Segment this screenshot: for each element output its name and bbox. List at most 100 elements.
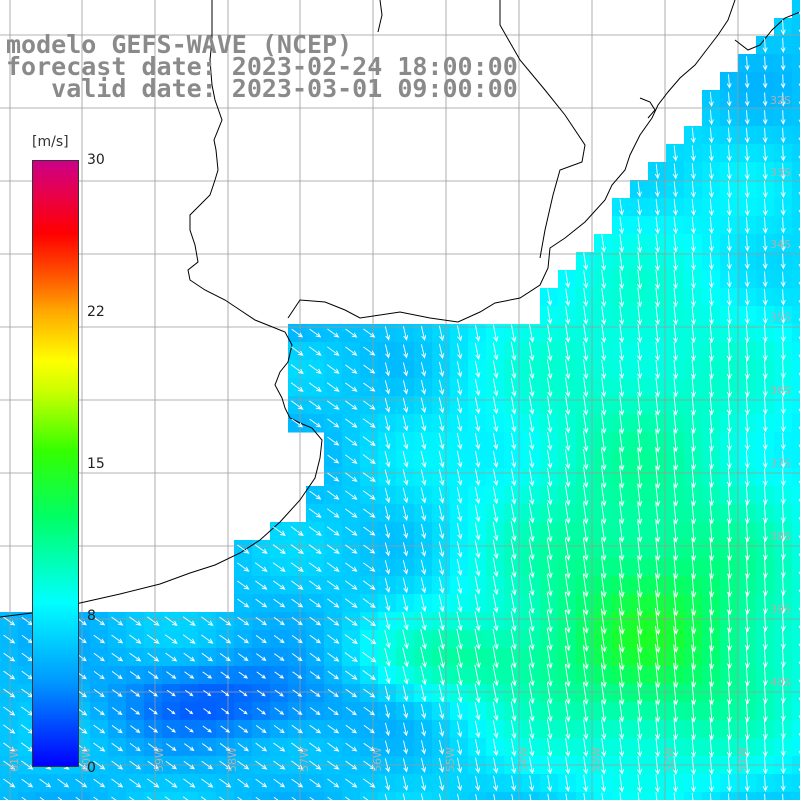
wind-arrow — [309, 616, 322, 626]
wind-arrow — [744, 271, 750, 288]
wind-arrow — [655, 681, 661, 706]
wind-arrow — [764, 793, 766, 800]
wind-arrow — [166, 725, 176, 733]
wind-arrow — [511, 450, 517, 469]
wind-arrow — [309, 796, 315, 800]
wind-arrow — [672, 199, 678, 216]
wind-cell — [792, 720, 800, 739]
wind-arrow — [402, 577, 409, 594]
wind-cell — [342, 792, 361, 800]
wind-arrow — [546, 503, 553, 524]
wind-arrow — [146, 616, 160, 626]
wind-arrow — [255, 616, 268, 626]
wind-arrow — [363, 724, 375, 734]
wind-arrow — [402, 505, 409, 522]
wind-arrow — [438, 415, 445, 432]
wind-arrow — [439, 740, 445, 755]
wind-arrow — [3, 706, 16, 716]
wind-arrow — [780, 74, 786, 89]
wind-arrow — [184, 671, 195, 679]
wind-arrow — [655, 662, 661, 689]
wind-cell — [774, 792, 793, 800]
wind-arrow — [474, 594, 481, 613]
wind-arrow — [456, 379, 463, 396]
wind-arrow — [637, 251, 643, 272]
wind-arrow — [780, 145, 786, 162]
wind-arrow — [309, 328, 322, 338]
wind-arrow — [780, 110, 786, 125]
latitude-label: 37S — [770, 457, 791, 470]
wind-arrow — [255, 598, 268, 608]
wind-arrow — [636, 181, 642, 198]
wind-arrow — [290, 382, 304, 392]
wind-arrow — [456, 505, 463, 522]
wind-arrow — [564, 682, 571, 705]
wind-arrow — [708, 359, 715, 380]
wind-arrow — [165, 760, 178, 770]
wind-arrow — [655, 269, 661, 290]
wind-cell — [792, 612, 800, 631]
wind-arrow — [345, 742, 358, 752]
wind-arrow — [492, 324, 499, 343]
wind-arrow — [780, 450, 786, 469]
wind-arrow — [112, 689, 123, 698]
wind-arrow — [744, 432, 750, 451]
wind-arrow — [21, 760, 34, 770]
wind-arrow — [3, 634, 16, 644]
wind-arrow — [708, 413, 715, 434]
wind-arrow — [547, 288, 553, 307]
wind-arrow — [528, 682, 535, 705]
wind-arrow — [637, 538, 643, 561]
wind-arrow — [57, 796, 63, 800]
wind-arrow — [492, 646, 499, 669]
wind-arrow — [75, 796, 81, 800]
model-title: modelo GEFS-WAVE (NCEP) — [6, 30, 353, 59]
wind-arrow — [147, 778, 160, 788]
wind-arrow — [363, 688, 376, 698]
wind-arrow — [601, 395, 607, 416]
wind-arrow — [637, 484, 643, 507]
wind-arrow — [726, 467, 732, 488]
wind-arrow — [237, 778, 250, 788]
wind-arrow — [238, 707, 248, 715]
wind-arrow — [456, 523, 463, 540]
wind-arrow — [762, 306, 768, 325]
wind-arrow — [402, 595, 409, 612]
wind-arrow — [708, 484, 715, 507]
wind-arrow — [780, 56, 786, 71]
wind-arrow — [744, 628, 751, 651]
wind-cell — [72, 792, 91, 800]
wind-arrow — [185, 689, 194, 697]
wind-arrow — [619, 448, 625, 471]
wind-arrow — [762, 629, 768, 650]
wind-arrow — [421, 740, 427, 755]
wind-arrow — [691, 448, 697, 471]
wind-arrow — [708, 756, 714, 775]
wind-cell — [270, 792, 289, 800]
wind-arrow — [456, 487, 463, 504]
wind-arrow — [363, 544, 376, 554]
wind-arrow — [547, 432, 553, 451]
wind-arrow — [690, 270, 697, 289]
wind-arrow — [474, 683, 481, 704]
wind-arrow — [618, 608, 625, 635]
wind-arrow — [238, 725, 249, 733]
wind-arrow — [3, 742, 16, 752]
wind-arrow — [762, 324, 768, 343]
wind-arrow — [438, 487, 445, 504]
wind-arrow — [237, 653, 249, 662]
wind-arrow — [384, 542, 391, 557]
wind-arrow — [762, 719, 768, 740]
wind-arrow — [327, 346, 340, 356]
wind-arrow — [565, 395, 571, 416]
wind-arrow — [274, 671, 285, 679]
wind-arrow — [420, 450, 427, 468]
wind-arrow — [309, 778, 322, 788]
wind-arrow — [201, 652, 214, 662]
wind-arrow — [780, 521, 786, 542]
wind-arrow — [600, 555, 607, 580]
wind-arrow — [148, 725, 159, 733]
wind-arrow — [75, 778, 88, 788]
wind-arrow — [780, 775, 786, 792]
wind-arrow — [726, 92, 732, 107]
